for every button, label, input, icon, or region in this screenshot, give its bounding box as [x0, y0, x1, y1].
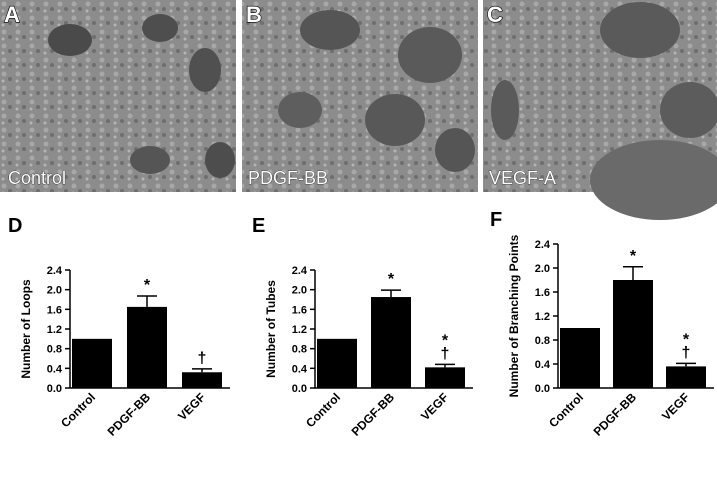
x-tick-label: PDGF-BB [591, 390, 640, 439]
y-tick-label: 0.0 [292, 383, 307, 395]
bar [613, 280, 653, 388]
bar [425, 367, 465, 388]
significance-mark: * [442, 332, 449, 349]
y-tick-label: 0.8 [292, 344, 307, 356]
bar [127, 306, 167, 388]
panel-label: D [8, 215, 22, 237]
y-tick-label: 0.4 [292, 363, 308, 375]
y-tick-label: 0.8 [535, 335, 550, 347]
significance-mark: † [441, 345, 450, 362]
error-bar [192, 368, 212, 373]
y-tick-label: 0.8 [47, 344, 62, 356]
y-tick-label: 1.2 [292, 324, 307, 336]
x-tick-label: VEGF [659, 390, 692, 423]
error-bar [435, 363, 455, 368]
x-tick-label: VEGF [175, 390, 208, 423]
bar [666, 366, 706, 388]
y-tick-label: 1.6 [47, 304, 62, 316]
y-axis-title: Number of Tubes [264, 280, 278, 378]
y-tick-label: 1.6 [292, 304, 307, 316]
y-tick-label: 2.0 [292, 285, 307, 297]
panel-caption: VEGF-A [489, 168, 556, 188]
y-tick-label: 0.4 [47, 363, 63, 375]
significance-mark: * [388, 271, 395, 288]
y-tick-label: 1.6 [535, 287, 550, 299]
y-tick-label: 2.0 [47, 285, 62, 297]
significance-mark: * [630, 248, 637, 265]
y-tick-label: 1.2 [47, 324, 62, 336]
bar [560, 328, 600, 388]
panel-caption: Control [8, 168, 66, 188]
bar [182, 372, 222, 388]
error-bar [623, 266, 643, 280]
y-tick-label: 0.0 [535, 383, 550, 395]
panel-letter: A [4, 2, 20, 27]
image-panel-a: A Control [0, 0, 236, 192]
significance-mark: † [682, 344, 691, 361]
bar [317, 338, 357, 388]
significance-mark: * [144, 277, 151, 294]
y-tick-label: 2.4 [292, 265, 308, 277]
error-bar [381, 289, 401, 298]
y-tick-label: 0.0 [47, 383, 62, 395]
panel-caption: PDGF-BB [248, 168, 328, 188]
image-panel-b: B PDGF-BB [242, 0, 478, 192]
panel-letter: B [246, 2, 262, 27]
panel-letter: C [487, 2, 503, 27]
x-tick-label: Control [58, 390, 98, 430]
y-axis-title: Number of Branching Points [507, 234, 521, 397]
significance-mark: † [198, 350, 207, 367]
error-bar [676, 362, 696, 367]
x-tick-label: PDGF-BB [349, 390, 398, 439]
y-tick-label: 2.4 [47, 265, 63, 277]
error-bar [137, 295, 157, 307]
x-tick-label: Control [303, 390, 343, 430]
image-panel-c: C VEGF-A [483, 0, 717, 220]
significance-mark: * [683, 331, 690, 348]
y-tick-label: 2.4 [535, 239, 551, 251]
y-tick-label: 1.2 [535, 311, 550, 323]
y-tick-label: 2.0 [535, 263, 550, 275]
y-tick-label: 0.4 [535, 359, 551, 371]
x-tick-label: Control [546, 390, 586, 430]
bar [371, 297, 411, 388]
panel-label: F [490, 209, 502, 231]
panel-label: E [252, 215, 265, 237]
x-tick-label: PDGF-BB [105, 390, 154, 439]
y-axis-title: Number of Loops [19, 279, 33, 379]
bar [72, 338, 112, 388]
x-tick-label: VEGF [418, 390, 451, 423]
